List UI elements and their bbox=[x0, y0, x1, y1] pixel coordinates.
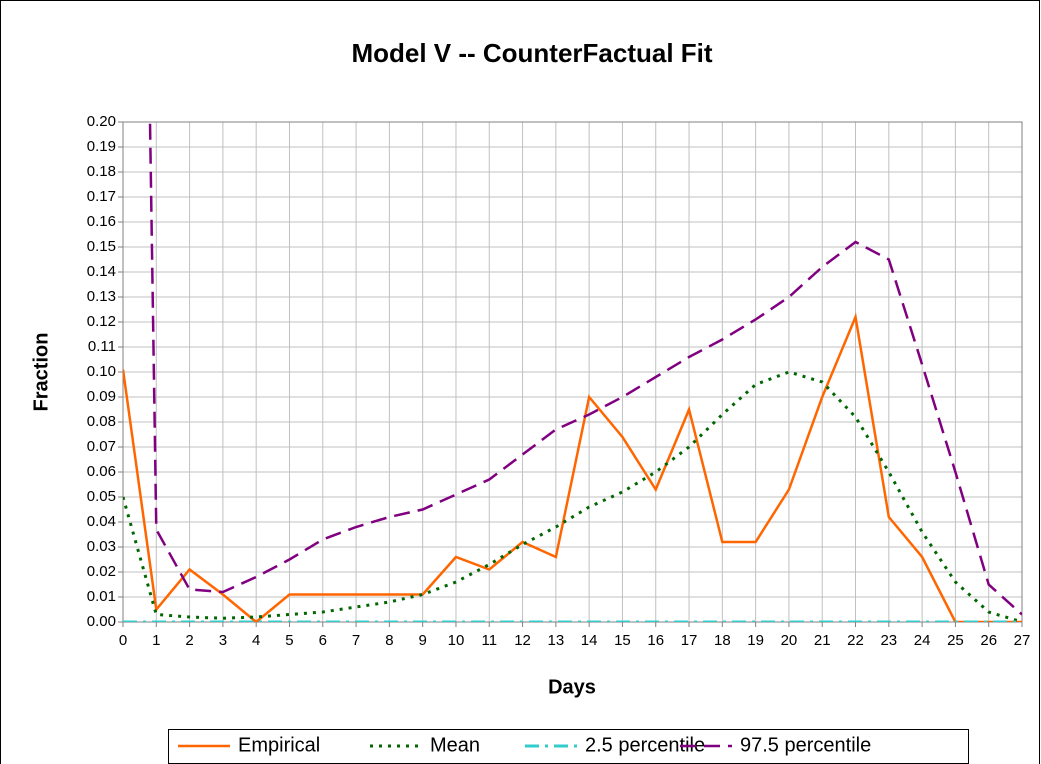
series-line bbox=[123, 312, 1022, 622]
y-tick-label: 0.00 bbox=[87, 613, 116, 630]
x-tick-label: 14 bbox=[581, 632, 598, 649]
x-tick-label: 8 bbox=[385, 632, 393, 649]
y-axis-label: Fraction bbox=[30, 333, 52, 412]
legend-box bbox=[168, 729, 969, 764]
x-tick-label: 26 bbox=[980, 632, 997, 649]
y-tick-label: 0.19 bbox=[87, 138, 116, 155]
x-tick-label: 7 bbox=[352, 632, 360, 649]
y-tick-label: 0.16 bbox=[87, 213, 116, 230]
x-tick-label: 12 bbox=[514, 632, 531, 649]
y-tick-label: 0.12 bbox=[87, 313, 116, 330]
x-tick-label: 3 bbox=[219, 632, 227, 649]
x-tick-label: 22 bbox=[847, 632, 864, 649]
y-tick-label: 0.20 bbox=[87, 113, 116, 130]
y-tick-label: 0.09 bbox=[87, 388, 116, 405]
lines bbox=[123, 122, 1022, 622]
x-tick-label: 11 bbox=[481, 632, 497, 649]
grid: 0.00 0.01 0.02 0.03 0.04 0.05 0.06 0.07 0.08 0.09… bbox=[87, 113, 1031, 649]
x-tick-label: 10 bbox=[448, 632, 465, 649]
x-tick-label: 4 bbox=[252, 632, 260, 649]
y-tick-label: 0.04 bbox=[87, 513, 116, 530]
x-axis-label: Days bbox=[548, 676, 596, 698]
x-tick-label: 21 bbox=[814, 632, 831, 649]
y-tick-label: 0.05 bbox=[87, 488, 116, 505]
x-tick-label: 27 bbox=[1014, 632, 1031, 649]
y-tick-label: 0.10 bbox=[87, 363, 116, 380]
x-tick-label: 17 bbox=[681, 632, 698, 649]
y-tick-label: 0.15 bbox=[87, 238, 116, 255]
x-tick-label: 5 bbox=[285, 632, 293, 649]
x-tick-label: 9 bbox=[418, 632, 426, 649]
x-tick-label: 13 bbox=[548, 632, 565, 649]
x-tick-label: 23 bbox=[880, 632, 897, 649]
x-tick-label: 24 bbox=[914, 632, 931, 649]
x-tick-label: 15 bbox=[614, 632, 631, 649]
series-line bbox=[148, 122, 1022, 616]
x-tick-label: 25 bbox=[947, 632, 964, 649]
x-tick-label: 19 bbox=[747, 632, 764, 649]
y-tick-label: 0.02 bbox=[87, 563, 116, 580]
y-tick-label: 0.11 bbox=[88, 338, 116, 355]
legend-label: Mean bbox=[430, 734, 480, 756]
y-tick-label: 0.06 bbox=[87, 463, 116, 480]
x-tick-label: 20 bbox=[781, 632, 798, 649]
legend-label: 97.5 percentile bbox=[740, 734, 871, 756]
x-tick-label: 0 bbox=[119, 632, 127, 649]
y-tick-label: 0.17 bbox=[87, 188, 116, 205]
legend: Empirical Mean 2.5 percentile 97.5 percenti… bbox=[168, 729, 969, 764]
legend-label: 2.5 percentile bbox=[585, 734, 705, 756]
x-tick-label: 18 bbox=[714, 632, 731, 649]
y-tick-label: 0.13 bbox=[87, 288, 116, 305]
x-tick-label: 16 bbox=[647, 632, 664, 649]
y-tick-label: 0.14 bbox=[87, 263, 116, 280]
legend-label: Empirical bbox=[238, 734, 320, 756]
series-line bbox=[123, 370, 1022, 622]
y-tick-label: 0.01 bbox=[87, 588, 116, 605]
x-tick-label: 1 bbox=[152, 632, 160, 649]
x-tick-label: 2 bbox=[185, 632, 193, 649]
y-tick-label: 0.07 bbox=[87, 438, 116, 455]
x-tick-label: 6 bbox=[319, 632, 327, 649]
chart-title: Model V -- CounterFactual Fit bbox=[351, 38, 712, 68]
y-tick-label: 0.18 bbox=[87, 163, 116, 180]
y-tick-label: 0.08 bbox=[87, 413, 116, 430]
y-tick-label: 0.03 bbox=[87, 538, 116, 555]
